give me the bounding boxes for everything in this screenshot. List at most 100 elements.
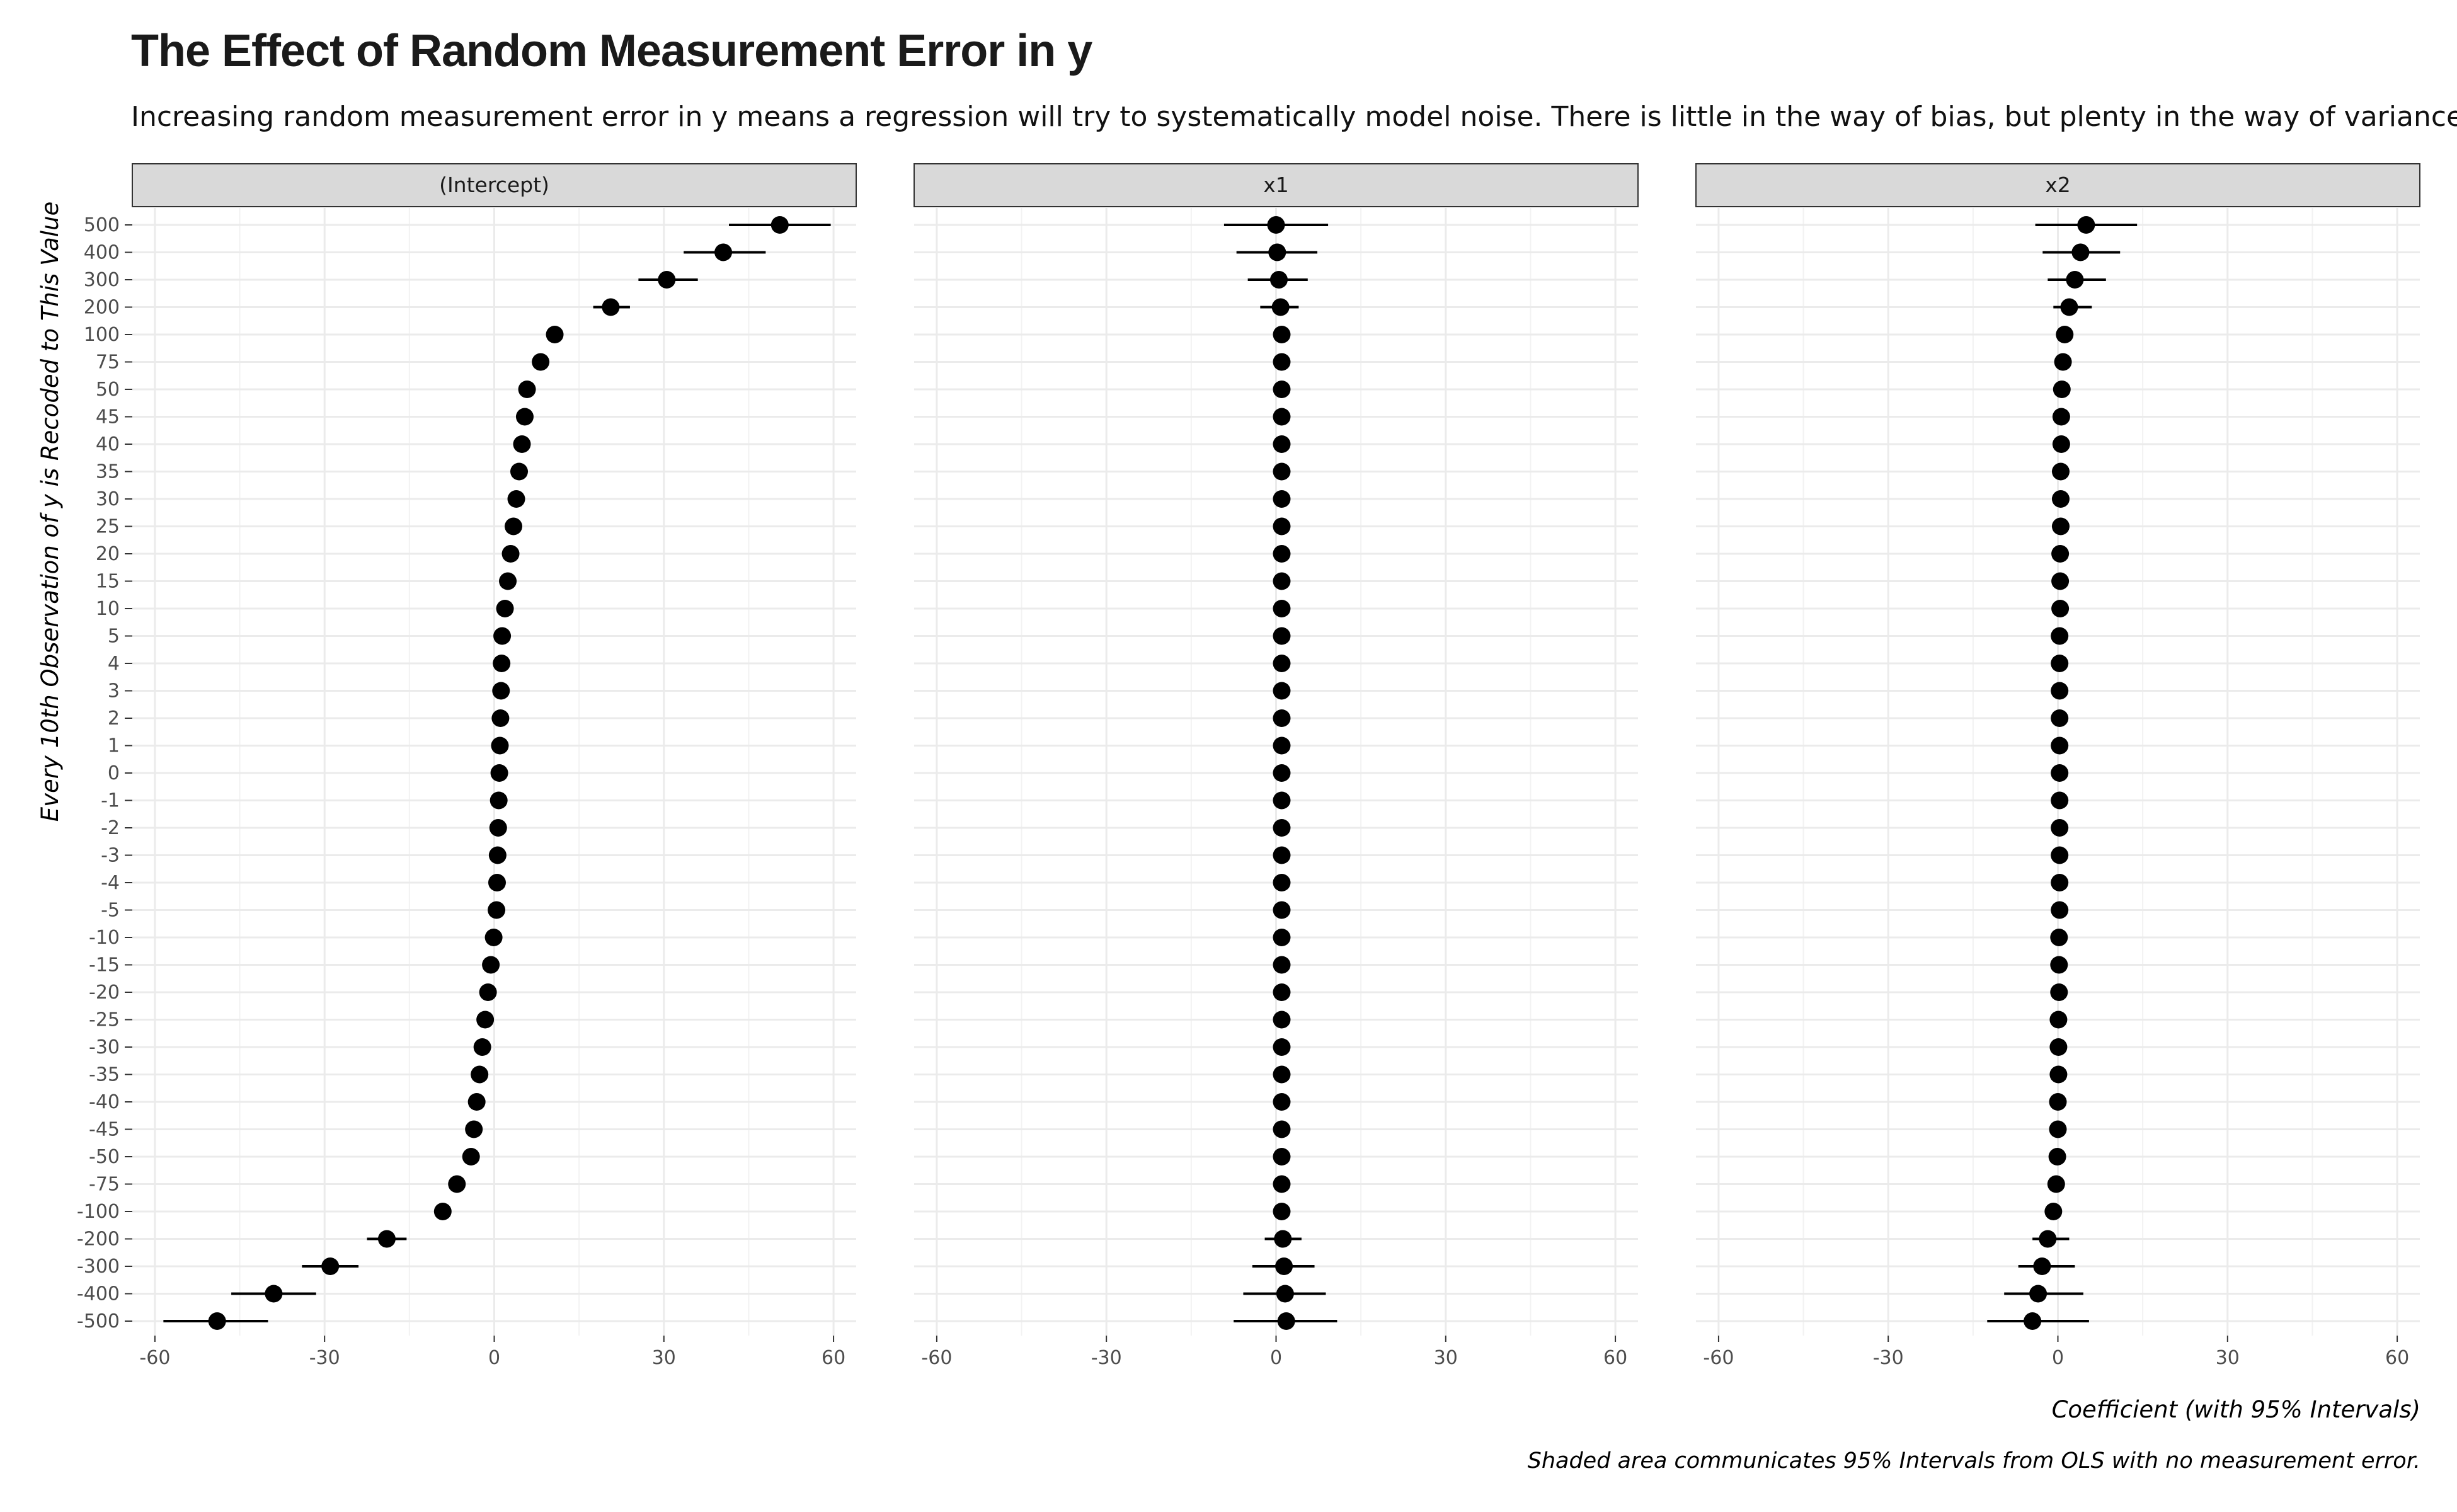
point-0-19 xyxy=(491,736,509,755)
point-1-30 xyxy=(1273,1038,1291,1056)
y-tick-label: 2 xyxy=(108,707,120,730)
x-tick-label: -30 xyxy=(309,1347,340,1369)
point-1-22 xyxy=(1273,819,1291,837)
y-tick-label: -10 xyxy=(89,927,120,949)
y-tick-label: -75 xyxy=(89,1174,120,1196)
y-tick-label: 25 xyxy=(96,516,120,538)
point-0-29 xyxy=(476,1011,495,1029)
y-tick-label: -1 xyxy=(101,790,120,812)
point-2-29 xyxy=(2049,1011,2068,1029)
y-tick-label: -35 xyxy=(89,1064,120,1086)
caption: Shaded area communicates 95% Intervals f… xyxy=(1528,1448,2420,1474)
point-2-9 xyxy=(2051,462,2070,481)
point-1-18 xyxy=(1273,709,1291,727)
point-1-12 xyxy=(1273,545,1291,563)
point-2-20 xyxy=(2051,764,2069,782)
point-0-9 xyxy=(510,462,528,481)
x-tick-label: -60 xyxy=(921,1347,952,1369)
point-1-34 xyxy=(1273,1148,1291,1166)
point-0-0 xyxy=(770,216,789,234)
point-2-16 xyxy=(2051,655,2069,672)
y-tick-label: -40 xyxy=(89,1091,120,1113)
point-1-21 xyxy=(1273,791,1291,810)
point-0-28 xyxy=(479,983,497,1001)
y-tick-label: -20 xyxy=(89,982,120,1004)
point-1-2 xyxy=(1269,271,1288,289)
point-1-32 xyxy=(1273,1093,1291,1111)
y-tick-label: -50 xyxy=(89,1146,120,1168)
point-0-15 xyxy=(493,627,512,645)
y-tick-label: -400 xyxy=(77,1283,120,1305)
x-tick-label: 60 xyxy=(2385,1347,2409,1369)
y-tick-label: 4 xyxy=(108,653,120,675)
y-tick-label: -30 xyxy=(89,1036,120,1058)
y-tick-label: 35 xyxy=(96,461,120,483)
point-1-40 xyxy=(1277,1312,1295,1330)
point-2-2 xyxy=(2066,271,2084,289)
y-tick-label: 400 xyxy=(84,242,120,264)
point-2-21 xyxy=(2051,791,2069,810)
point-2-24 xyxy=(2051,874,2069,891)
point-0-5 xyxy=(532,353,550,371)
point-1-35 xyxy=(1273,1175,1291,1193)
y-tick-label: 20 xyxy=(96,543,120,565)
point-1-19 xyxy=(1273,736,1291,755)
point-2-40 xyxy=(2024,1312,2042,1330)
point-2-28 xyxy=(2050,983,2068,1001)
y-tick-label: 15 xyxy=(96,571,120,593)
point-0-24 xyxy=(488,874,506,891)
x-tick-label: -30 xyxy=(1873,1347,1904,1369)
point-2-15 xyxy=(2051,627,2069,645)
y-tick-label: -200 xyxy=(77,1228,120,1251)
point-1-1 xyxy=(1268,243,1286,261)
y-tick-label: 50 xyxy=(96,379,120,401)
x-tick-label: 60 xyxy=(1603,1347,1627,1369)
point-0-18 xyxy=(491,709,510,727)
point-2-35 xyxy=(2047,1175,2065,1193)
point-2-26 xyxy=(2050,929,2068,946)
point-2-36 xyxy=(2044,1203,2063,1220)
y-tick-label: 5 xyxy=(108,626,120,648)
point-0-12 xyxy=(501,545,520,563)
point-0-40 xyxy=(208,1312,226,1330)
x-tick-label: -30 xyxy=(1091,1347,1122,1369)
point-1-26 xyxy=(1273,929,1291,946)
point-0-23 xyxy=(488,846,507,864)
facets-layer: (Intercept) -60 -30 0 30 60 x1 -60 -30 0 30 60 x2 -60… xyxy=(132,163,2420,1369)
point-2-31 xyxy=(2049,1065,2068,1084)
point-0-21 xyxy=(490,791,508,810)
point-1-5 xyxy=(1273,353,1291,371)
point-2-13 xyxy=(2051,572,2070,590)
x-tick-label: 60 xyxy=(822,1347,845,1369)
y-tick-label: -100 xyxy=(77,1201,120,1223)
point-0-14 xyxy=(496,600,514,617)
point-1-9 xyxy=(1273,462,1291,481)
point-1-10 xyxy=(1273,490,1291,508)
facet-strip-label: (Intercept) xyxy=(439,173,549,197)
point-1-36 xyxy=(1273,1203,1291,1220)
y-tick-label: 500 xyxy=(84,214,120,236)
point-0-33 xyxy=(465,1120,483,1138)
point-1-7 xyxy=(1273,408,1291,426)
point-2-5 xyxy=(2054,353,2072,371)
point-0-6 xyxy=(518,381,536,398)
point-2-17 xyxy=(2051,682,2069,700)
point-2-33 xyxy=(2049,1120,2067,1138)
point-1-16 xyxy=(1273,655,1291,672)
point-0-7 xyxy=(515,408,534,426)
point-2-37 xyxy=(2039,1230,2057,1248)
y-tick-label: -5 xyxy=(101,900,120,922)
x-tick-label: 0 xyxy=(2052,1347,2064,1369)
point-0-35 xyxy=(448,1175,466,1193)
point-1-39 xyxy=(1276,1285,1294,1303)
point-2-23 xyxy=(2051,846,2069,864)
y-tick-label: 0 xyxy=(108,762,120,784)
point-2-6 xyxy=(2053,381,2071,398)
x-tick-label: 0 xyxy=(1270,1347,1282,1369)
point-1-13 xyxy=(1273,572,1291,590)
point-0-38 xyxy=(321,1257,340,1275)
point-1-28 xyxy=(1273,983,1291,1001)
facet-strip-0 xyxy=(132,163,857,207)
point-0-27 xyxy=(482,956,500,974)
